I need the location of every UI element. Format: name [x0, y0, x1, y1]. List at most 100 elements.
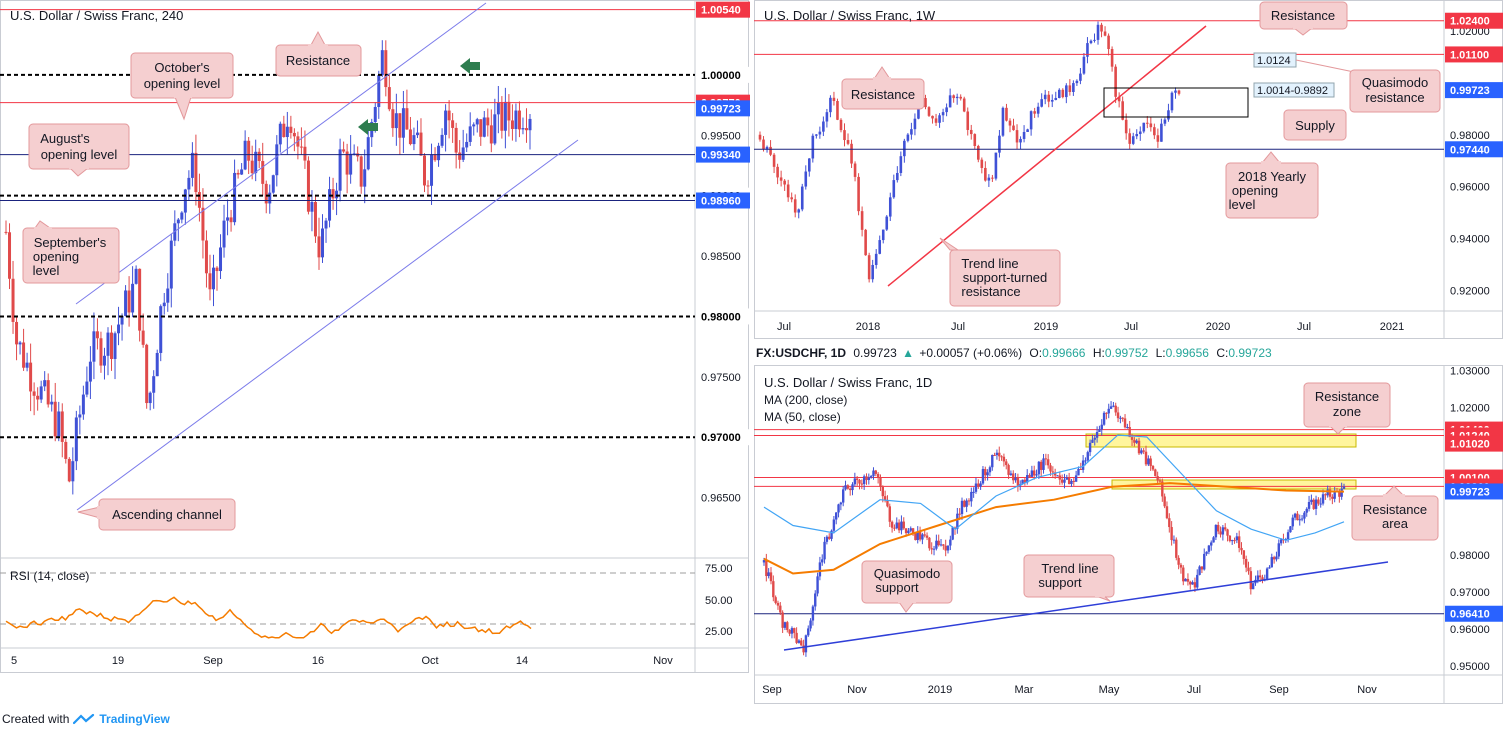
candle-body — [1077, 468, 1080, 476]
candle-body — [1161, 481, 1164, 497]
candle-body — [521, 128, 525, 130]
candle-body — [924, 98, 927, 108]
candle-body — [1091, 439, 1094, 443]
candle-body — [187, 177, 191, 190]
daily-chart[interactable]: U.S. Dollar / Swiss Franc, 1D MA (200, c… — [754, 365, 1504, 705]
candle-body — [194, 152, 198, 193]
level-badge — [1445, 483, 1503, 500]
candle-body — [1268, 567, 1271, 569]
candle-body — [1054, 97, 1058, 100]
candle-body — [991, 454, 994, 468]
time-tick: Jul — [777, 321, 791, 333]
candle-body — [180, 212, 184, 220]
candle-body — [489, 125, 493, 144]
candle-body — [39, 386, 43, 400]
candle-body — [1005, 461, 1008, 466]
candle-body — [36, 395, 40, 400]
candle-body — [1036, 106, 1040, 114]
candle-body — [377, 75, 381, 107]
candle-body — [1177, 90, 1181, 94]
candle-body — [1033, 470, 1036, 476]
candle-body — [1237, 536, 1241, 548]
candle-body — [1142, 122, 1146, 132]
candle-body — [1277, 543, 1280, 557]
candle-body — [883, 496, 887, 501]
candle-body — [927, 107, 931, 116]
candle-body — [1221, 527, 1225, 535]
rsi-line — [5, 596, 532, 639]
price-tick: 0.97000 — [1450, 587, 1490, 599]
candle-body — [426, 185, 430, 187]
candle-body — [229, 217, 233, 223]
candle-body — [1163, 119, 1167, 124]
candle-body — [1070, 480, 1073, 485]
candle-body — [946, 545, 950, 551]
candle-body — [959, 96, 962, 99]
candle-body — [1012, 473, 1015, 481]
candle-body — [865, 476, 868, 481]
footer-brand[interactable]: TradingView — [99, 712, 170, 726]
candle-body — [846, 485, 850, 489]
candle-body — [1328, 489, 1332, 497]
svg-text:Trend line: Trend line — [961, 256, 1018, 271]
candle-body — [528, 118, 532, 131]
svg-text:zone: zone — [1333, 404, 1361, 419]
candle-body — [74, 417, 78, 462]
candle-body — [1291, 517, 1294, 527]
candle-body — [811, 135, 815, 159]
level-badge — [696, 192, 750, 209]
h4-level-labels: 1.005401.000000.997700.997230.993400.990… — [696, 1, 750, 446]
svg-text:Supply: Supply — [1295, 118, 1335, 133]
candle-body — [772, 581, 775, 598]
candle-body — [43, 380, 47, 387]
tradingview-footer[interactable]: Created with TradingView — [2, 712, 170, 726]
candle-body — [1100, 424, 1103, 430]
candle-body — [885, 216, 889, 230]
candle-body — [271, 175, 275, 193]
candle-body — [779, 605, 782, 613]
level-label: 0.98000 — [701, 311, 741, 323]
candle-body — [874, 253, 878, 265]
candle-body — [825, 536, 829, 542]
candle-body — [960, 500, 964, 515]
price-tick: 0.99500 — [701, 130, 741, 142]
candle-body — [825, 112, 829, 122]
svg-text:August's: August's — [40, 131, 90, 146]
candle-body — [1096, 24, 1100, 40]
svg-text:level: level — [33, 263, 60, 278]
candle-body — [15, 321, 19, 345]
candle-body — [969, 129, 973, 135]
candle-body — [204, 240, 208, 274]
candle-body — [955, 96, 959, 99]
candle-body — [1310, 499, 1313, 502]
candle-body — [503, 101, 507, 131]
weekly-chart[interactable]: 1.0124 1.0014-0.9892 U.S. Dollar / Swiss… — [754, 0, 1504, 340]
candle-body — [148, 392, 152, 404]
candle-body — [896, 172, 899, 181]
level-label: 0.98960 — [701, 195, 741, 207]
level-badge — [1445, 12, 1503, 29]
candle-body — [71, 461, 75, 482]
h4-chart[interactable]: U.S. Dollar / Swiss Franc, 240 0.995000.… — [0, 0, 750, 705]
candle-body — [857, 176, 860, 212]
candle-body — [977, 145, 980, 160]
price-tick: 1.02000 — [1450, 402, 1490, 414]
candle-body — [769, 572, 773, 582]
candle-body — [514, 110, 518, 129]
candle-body — [1110, 49, 1114, 67]
candle-body — [1075, 80, 1079, 84]
candle-body — [900, 521, 903, 531]
candle-body — [233, 172, 237, 223]
candle-body — [836, 100, 839, 120]
candle-body — [373, 106, 377, 123]
candle-body — [1144, 451, 1148, 465]
candle-body — [1293, 513, 1297, 518]
candle-body — [1065, 85, 1068, 98]
candle-body — [973, 134, 977, 146]
weekly-price-axis: 1.02000 0.98000 0.96000 0.94000 0.92000 — [1450, 26, 1490, 297]
candle-body — [1235, 536, 1239, 541]
candle-body — [956, 513, 959, 529]
candle-body — [1154, 469, 1157, 477]
time-tick: 19 — [112, 655, 124, 667]
candle-body — [215, 267, 219, 272]
